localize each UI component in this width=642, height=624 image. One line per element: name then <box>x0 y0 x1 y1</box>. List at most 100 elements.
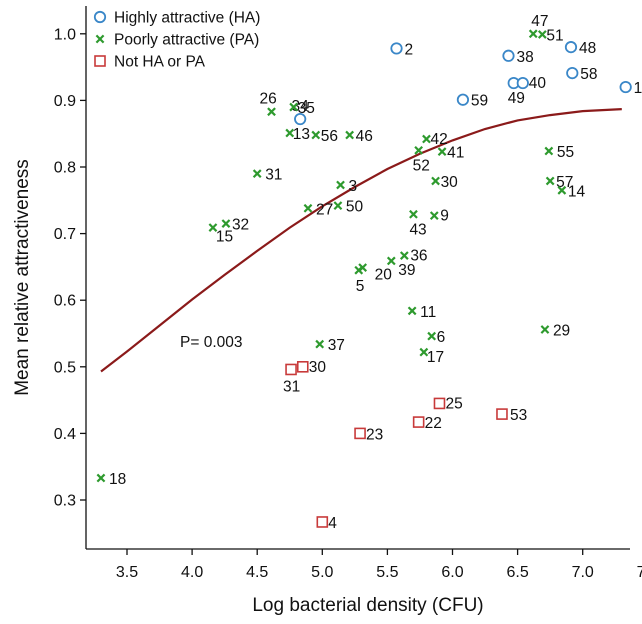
point-label: 32 <box>232 217 249 234</box>
point-label: 36 <box>410 248 427 265</box>
y-tick-label: 1.0 <box>54 26 76 43</box>
point-label: 2 <box>405 41 414 58</box>
data-point <box>544 146 554 156</box>
point-label: 5 <box>356 278 365 295</box>
point-label: 57 <box>556 174 573 191</box>
point-label: 39 <box>398 262 415 279</box>
point-label: 13 <box>293 126 310 143</box>
legend-marker-circle <box>93 10 107 24</box>
point-label: 42 <box>430 131 447 148</box>
data-point <box>311 130 321 140</box>
data-point <box>564 41 578 54</box>
y-tick-label: 0.4 <box>54 426 76 443</box>
point-label: 4 <box>328 515 337 532</box>
data-point <box>419 347 429 357</box>
point-label: 1 <box>634 80 642 97</box>
legend-entry-label: Highly attractive (HA) <box>114 10 260 27</box>
point-label: 9 <box>440 208 449 225</box>
point-label: 22 <box>425 415 442 432</box>
point-label: 31 <box>283 378 300 395</box>
data-point <box>412 416 425 428</box>
data-point <box>285 128 295 138</box>
data-point <box>557 185 567 195</box>
data-point <box>537 30 547 39</box>
data-point <box>516 76 529 90</box>
point-label: 23 <box>366 426 383 443</box>
data-point <box>427 331 437 341</box>
data-point <box>386 256 396 266</box>
point-label: 20 <box>375 267 393 284</box>
point-label: 27 <box>316 201 333 218</box>
data-point <box>390 42 403 55</box>
point-label: 49 <box>508 90 525 107</box>
point-label: 43 <box>409 221 426 238</box>
legend-entry-label: Poorly attractive (PA) <box>114 32 259 49</box>
point-label: 58 <box>580 66 597 83</box>
point-label: 14 <box>568 183 586 200</box>
legend-entry-label: Not HA or PA <box>114 54 206 71</box>
point-label: 53 <box>510 407 527 424</box>
legend: Highly attractive (HA) Poorly attractive … <box>93 10 260 71</box>
data-point <box>502 49 515 62</box>
data-point <box>545 176 555 186</box>
data-point <box>566 66 579 80</box>
point-label: 38 <box>516 49 533 66</box>
p-value-annotation: P= 0.003 <box>180 334 242 351</box>
y-tick-label: 0.8 <box>54 160 76 177</box>
legend-marker-cross <box>95 34 105 44</box>
data-point <box>285 363 297 376</box>
point-label: 11 <box>420 304 436 321</box>
x-tick-label: 5.5 <box>376 564 398 581</box>
data-point <box>456 93 470 106</box>
point-label: 41 <box>447 145 464 162</box>
data-point <box>407 306 417 316</box>
y-tick-label: 0.7 <box>54 226 76 243</box>
axes: 3.5 4.0 4.5 5.0 5.5 6.0 6.5 7.0 7.5 0.3 0.4 0.5 0.6 0… <box>54 6 642 581</box>
data-point <box>221 219 231 228</box>
data-point <box>422 134 431 144</box>
point-label: 59 <box>471 93 488 110</box>
y-tick-label: 0.3 <box>54 493 76 510</box>
point-label: 15 <box>216 229 233 246</box>
point-label: 6 <box>437 329 446 346</box>
fit-curve-layer <box>100 108 622 373</box>
fit-curve <box>100 108 622 373</box>
point-label: 17 <box>427 349 444 366</box>
data-point <box>303 203 313 213</box>
y-tick-label: 0.5 <box>54 359 76 376</box>
data-point <box>409 209 418 219</box>
data-point <box>252 169 262 179</box>
point-label: 18 <box>109 471 126 488</box>
point-label: 40 <box>529 75 547 92</box>
point-label: 52 <box>413 157 430 174</box>
x-tick-label: 4.5 <box>246 564 268 581</box>
data-point <box>437 147 447 157</box>
data-point <box>208 223 218 232</box>
point-label: 29 <box>553 323 570 340</box>
y-tick-label: 0.6 <box>54 293 76 310</box>
data-point <box>528 29 538 39</box>
point-label: 46 <box>356 128 373 145</box>
x-tick-label: 6.0 <box>441 564 463 581</box>
point-label: 37 <box>328 337 345 354</box>
point-label: 55 <box>557 144 574 161</box>
point-label: 48 <box>579 40 596 57</box>
point-label: 30 <box>441 174 459 191</box>
data-point <box>289 102 299 112</box>
point-label: 51 <box>546 27 563 44</box>
data-point <box>496 408 508 420</box>
x-axis-label: Log bacterial density (CFU) <box>252 595 483 616</box>
point-label: 50 <box>346 199 364 216</box>
point-label: 26 <box>260 91 277 108</box>
x-tick-label: 6.5 <box>506 564 528 581</box>
point-label: 30 <box>309 359 327 376</box>
data-point <box>333 201 343 211</box>
data-point <box>429 211 439 220</box>
x-tick-label: 4.0 <box>181 564 203 581</box>
point-label: 56 <box>321 128 338 145</box>
